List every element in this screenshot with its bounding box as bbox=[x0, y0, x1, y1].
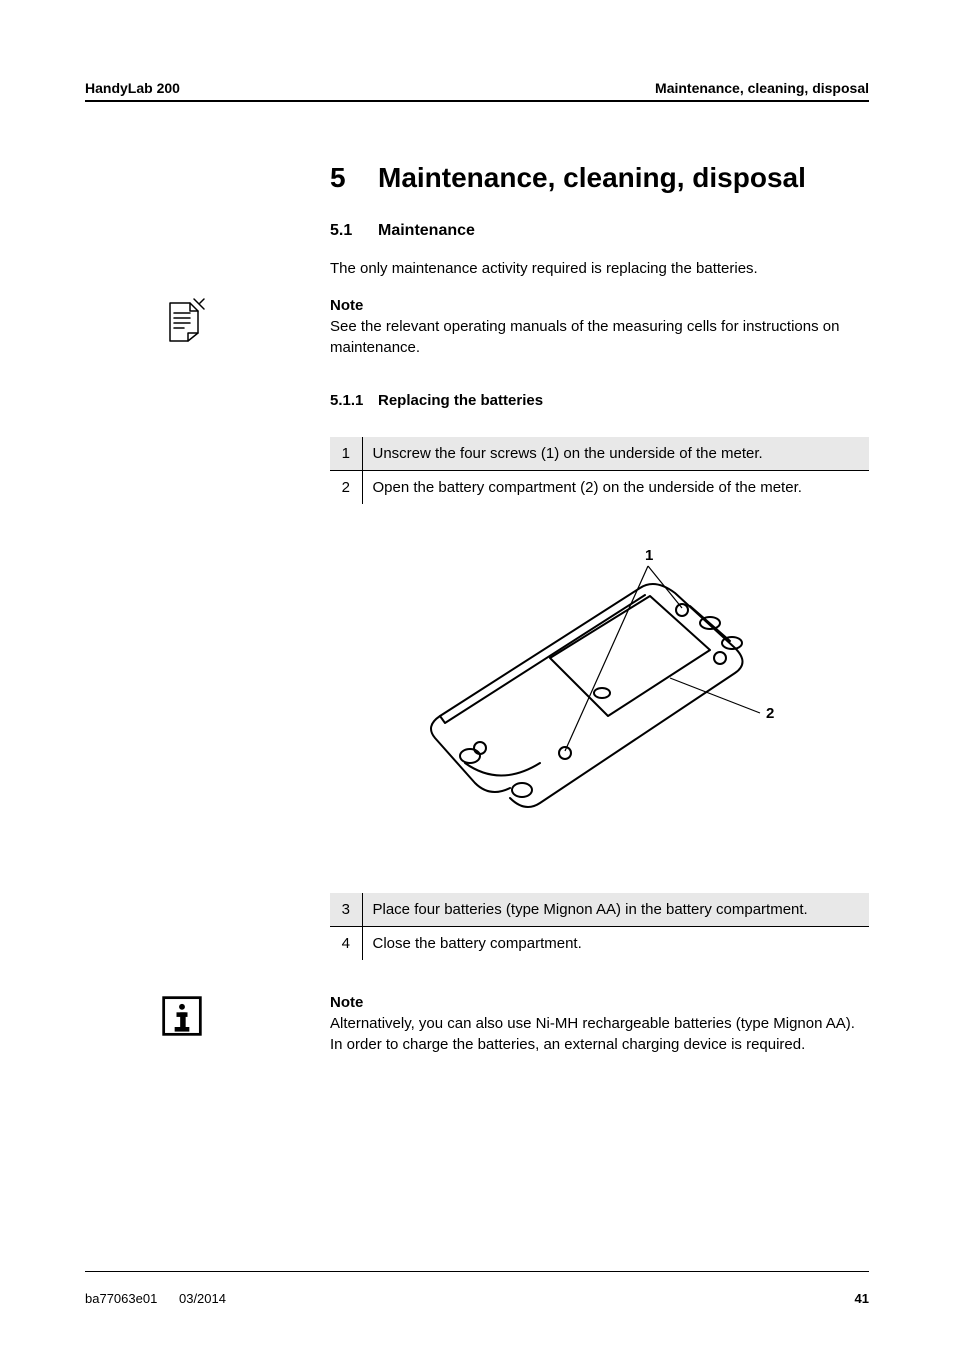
footer-doc-id: ba77063e01 bbox=[85, 1291, 157, 1306]
note-label: Note bbox=[330, 994, 869, 1011]
page-footer: ba77063e01 03/2014 41 bbox=[85, 1291, 869, 1306]
step-text: Place four batteries (type Mignon AA) in… bbox=[362, 893, 869, 927]
note-text: Alternatively, you can also use Ni-MH re… bbox=[330, 1013, 869, 1055]
header-section: Maintenance, cleaning, disposal bbox=[655, 80, 869, 96]
chapter-number: 5 bbox=[330, 162, 378, 194]
step-number: 4 bbox=[330, 927, 362, 961]
step-text: Close the battery compartment. bbox=[362, 927, 869, 961]
subsection-title: Replacing the batteries bbox=[378, 392, 543, 409]
step-row: 4 Close the battery compartment. bbox=[330, 927, 869, 961]
note-block-1: Note See the relevant operating manuals … bbox=[330, 297, 869, 358]
step-number: 2 bbox=[330, 471, 362, 505]
step-number: 3 bbox=[330, 893, 362, 927]
figure-callout-1: 1 bbox=[645, 547, 653, 564]
section-heading: 5.1 Maintenance bbox=[330, 222, 869, 240]
step-number: 1 bbox=[330, 437, 362, 471]
footer-rule bbox=[85, 1271, 869, 1272]
intro-paragraph: The only maintenance activity required i… bbox=[330, 258, 869, 279]
footer-date: 03/2014 bbox=[179, 1291, 226, 1306]
section-number: 5.1 bbox=[330, 222, 378, 240]
figure-callout-2: 2 bbox=[766, 705, 774, 722]
step-row: 1 Unscrew the four screws (1) on the und… bbox=[330, 437, 869, 471]
note-label: Note bbox=[330, 297, 869, 314]
steps-table-b: 3 Place four batteries (type Mignon AA) … bbox=[330, 893, 869, 960]
step-text: Unscrew the four screws (1) on the under… bbox=[362, 437, 869, 471]
info-icon bbox=[160, 994, 208, 1042]
chapter-heading: 5 Maintenance, cleaning, disposal bbox=[330, 162, 869, 194]
battery-figure: 1 2 bbox=[330, 538, 869, 843]
section-title: Maintenance bbox=[378, 222, 475, 240]
step-row: 2 Open the battery compartment (2) on th… bbox=[330, 471, 869, 505]
steps-table-a: 1 Unscrew the four screws (1) on the und… bbox=[330, 437, 869, 504]
footer-page-number: 41 bbox=[855, 1291, 869, 1306]
subsection-heading: 5.1.1 Replacing the batteries bbox=[330, 392, 869, 409]
step-row: 3 Place four batteries (type Mignon AA) … bbox=[330, 893, 869, 927]
header-product: HandyLab 200 bbox=[85, 80, 180, 96]
note-text: See the relevant operating manuals of th… bbox=[330, 316, 869, 358]
subsection-number: 5.1.1 bbox=[330, 392, 378, 409]
note-doc-icon bbox=[160, 297, 208, 345]
page-header: HandyLab 200 Maintenance, cleaning, disp… bbox=[85, 80, 869, 102]
step-text: Open the battery compartment (2) on the … bbox=[362, 471, 869, 505]
chapter-title: Maintenance, cleaning, disposal bbox=[378, 162, 806, 194]
note-block-2: Note Alternatively, you can also use Ni-… bbox=[330, 994, 869, 1055]
